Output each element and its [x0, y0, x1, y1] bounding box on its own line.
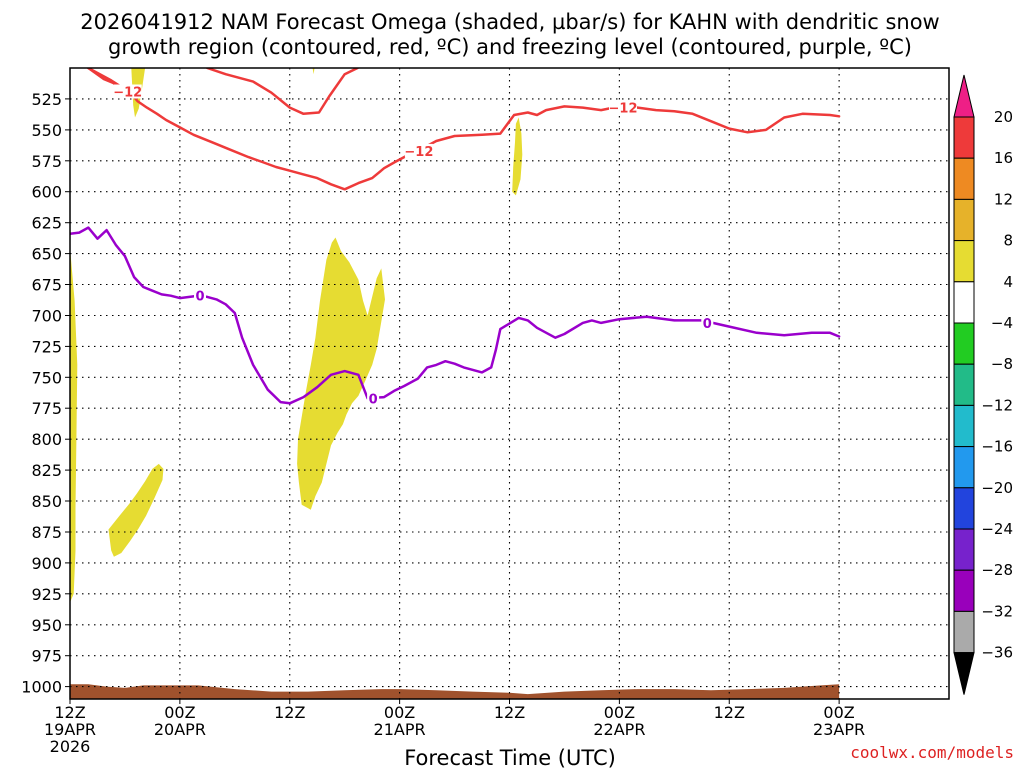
y-tick-label: 850 — [31, 492, 62, 511]
contour-label: −12 — [404, 145, 433, 160]
x-tick-label: 2026 — [50, 737, 91, 756]
colorbar-swatch — [953, 322, 975, 365]
omega-region-2 — [108, 463, 164, 557]
colorbar-swatch — [953, 281, 975, 324]
y-tick-label: 750 — [31, 368, 62, 387]
x-tick-label: 12Z — [54, 703, 85, 722]
colorbar-swatch — [953, 528, 975, 571]
omega-region-3 — [70, 247, 78, 603]
plot-area — [70, 68, 949, 699]
x-axis-label: Forecast Time (UTC) — [404, 746, 616, 768]
terrain-fill — [70, 684, 840, 699]
colorbar-tick-label: −36 — [981, 644, 1013, 662]
x-tick-label: 00Z — [604, 703, 635, 722]
grid-layer — [70, 68, 949, 699]
contour-label: −12 — [113, 86, 142, 101]
colorbar-tick-label: −20 — [981, 479, 1013, 497]
y-tick-label: 725 — [31, 337, 62, 356]
y-tick-label: 600 — [31, 183, 62, 202]
y-axis-ticks: 525 550 575 600 625 650 675 700 725 750 775 800 825 8… — [21, 90, 70, 697]
y-tick-label: 775 — [31, 399, 62, 418]
x-tick-label: 23APR — [813, 720, 865, 739]
x-tick-label: 20APR — [154, 720, 206, 739]
colorbar-top-arrow — [953, 74, 975, 118]
colorbar-tick-label: −32 — [981, 602, 1013, 620]
colorbar-tick-label: −16 — [981, 438, 1013, 456]
colorbar-bottom-arrow — [953, 652, 975, 695]
contour-label-bg — [367, 391, 380, 406]
colorbar-swatch — [953, 157, 975, 200]
y-tick-label: 825 — [31, 461, 62, 480]
x-tick-label: 00Z — [823, 703, 854, 722]
colorbar-tick-label: −8 — [991, 355, 1013, 373]
colorbar-swatch — [953, 198, 975, 242]
y-tick-label: 950 — [31, 616, 62, 635]
y-tick-label: 625 — [31, 214, 62, 233]
x-tick-label: 00Z — [384, 703, 415, 722]
colorbar-swatch — [953, 363, 975, 406]
contour-label-bg — [194, 288, 206, 303]
contour-label-bg — [609, 100, 637, 115]
chart-title-line-2: growth region (contoured, red, ºC) and f… — [108, 35, 912, 59]
x-tick-label: 19APR — [44, 720, 96, 739]
contour-label-bg — [701, 315, 714, 330]
omega-shading-layer — [70, 68, 523, 603]
x-tick-label: 00Z — [164, 703, 195, 722]
x-tick-label: 12Z — [714, 703, 745, 722]
y-tick-label: 675 — [31, 276, 62, 295]
colorbar-swatch — [953, 240, 975, 283]
contour-label: −12 — [609, 102, 638, 117]
contour-line-4 — [70, 226, 841, 405]
contour-label: 0 — [703, 317, 712, 332]
colorbar-swatch — [953, 446, 975, 489]
x-tick-label: 22APR — [593, 720, 645, 739]
colorbar-swatch — [953, 116, 975, 159]
contour-label: 0 — [195, 290, 204, 305]
chart-title-line-1: 2026041912 NAM Forecast Omega (shaded, µ… — [80, 10, 939, 34]
colorbar-tick-label: 12 — [994, 190, 1013, 208]
y-tick-label: 650 — [31, 245, 62, 264]
contour-label-bg — [404, 143, 433, 158]
y-tick-label: 800 — [31, 430, 62, 449]
colorbar-swatch — [953, 404, 975, 448]
y-tick-label: 875 — [31, 523, 62, 542]
contour-label: 0 — [369, 392, 378, 407]
colorbar-tick-label: −12 — [981, 396, 1013, 414]
colorbar-tick-label: −4 — [991, 314, 1013, 332]
x-tick-label: 21APR — [374, 720, 426, 739]
colorbar-swatch — [953, 610, 975, 654]
colorbar-tick-label: 8 — [1003, 232, 1013, 250]
y-tick-label: 975 — [31, 647, 62, 666]
y-tick-label: 1000 — [21, 678, 62, 697]
colorbar-tick-label: 16 — [994, 149, 1013, 167]
colorbar-tick-label: −28 — [981, 561, 1013, 579]
y-tick-label: 550 — [31, 121, 62, 140]
y-tick-label: 925 — [31, 585, 62, 604]
contour-label-layer: −12 −12 −12 0 0 0 — [113, 84, 714, 407]
omega-region-1 — [297, 237, 385, 510]
x-tick-label: 12Z — [274, 703, 305, 722]
y-tick-label: 900 — [31, 554, 62, 573]
colorbar-tick-label: 4 — [1003, 273, 1013, 291]
contour-label-bg — [113, 84, 142, 99]
y-tick-label: 700 — [31, 307, 62, 326]
x-tick-label: 12Z — [494, 703, 525, 722]
terrain-layer — [70, 684, 840, 699]
colorbar-swatch — [953, 569, 975, 612]
y-tick-label: 575 — [31, 152, 62, 171]
omega-region-6 — [512, 117, 523, 196]
colorbar: 20 16 12 8 4 −4 −8 −12 −16 −20 −24 −28 −32 −36 — [953, 74, 1013, 695]
colorbar-tick-label: 20 — [994, 108, 1013, 126]
contour-line-3 — [206, 68, 359, 116]
colorbar-swatch — [953, 487, 975, 530]
omega-region-5 — [312, 68, 315, 75]
y-tick-label: 525 — [31, 90, 62, 109]
watermark-text: coolwx.com/models — [850, 743, 1014, 762]
colorbar-tick-label: −24 — [981, 520, 1013, 538]
